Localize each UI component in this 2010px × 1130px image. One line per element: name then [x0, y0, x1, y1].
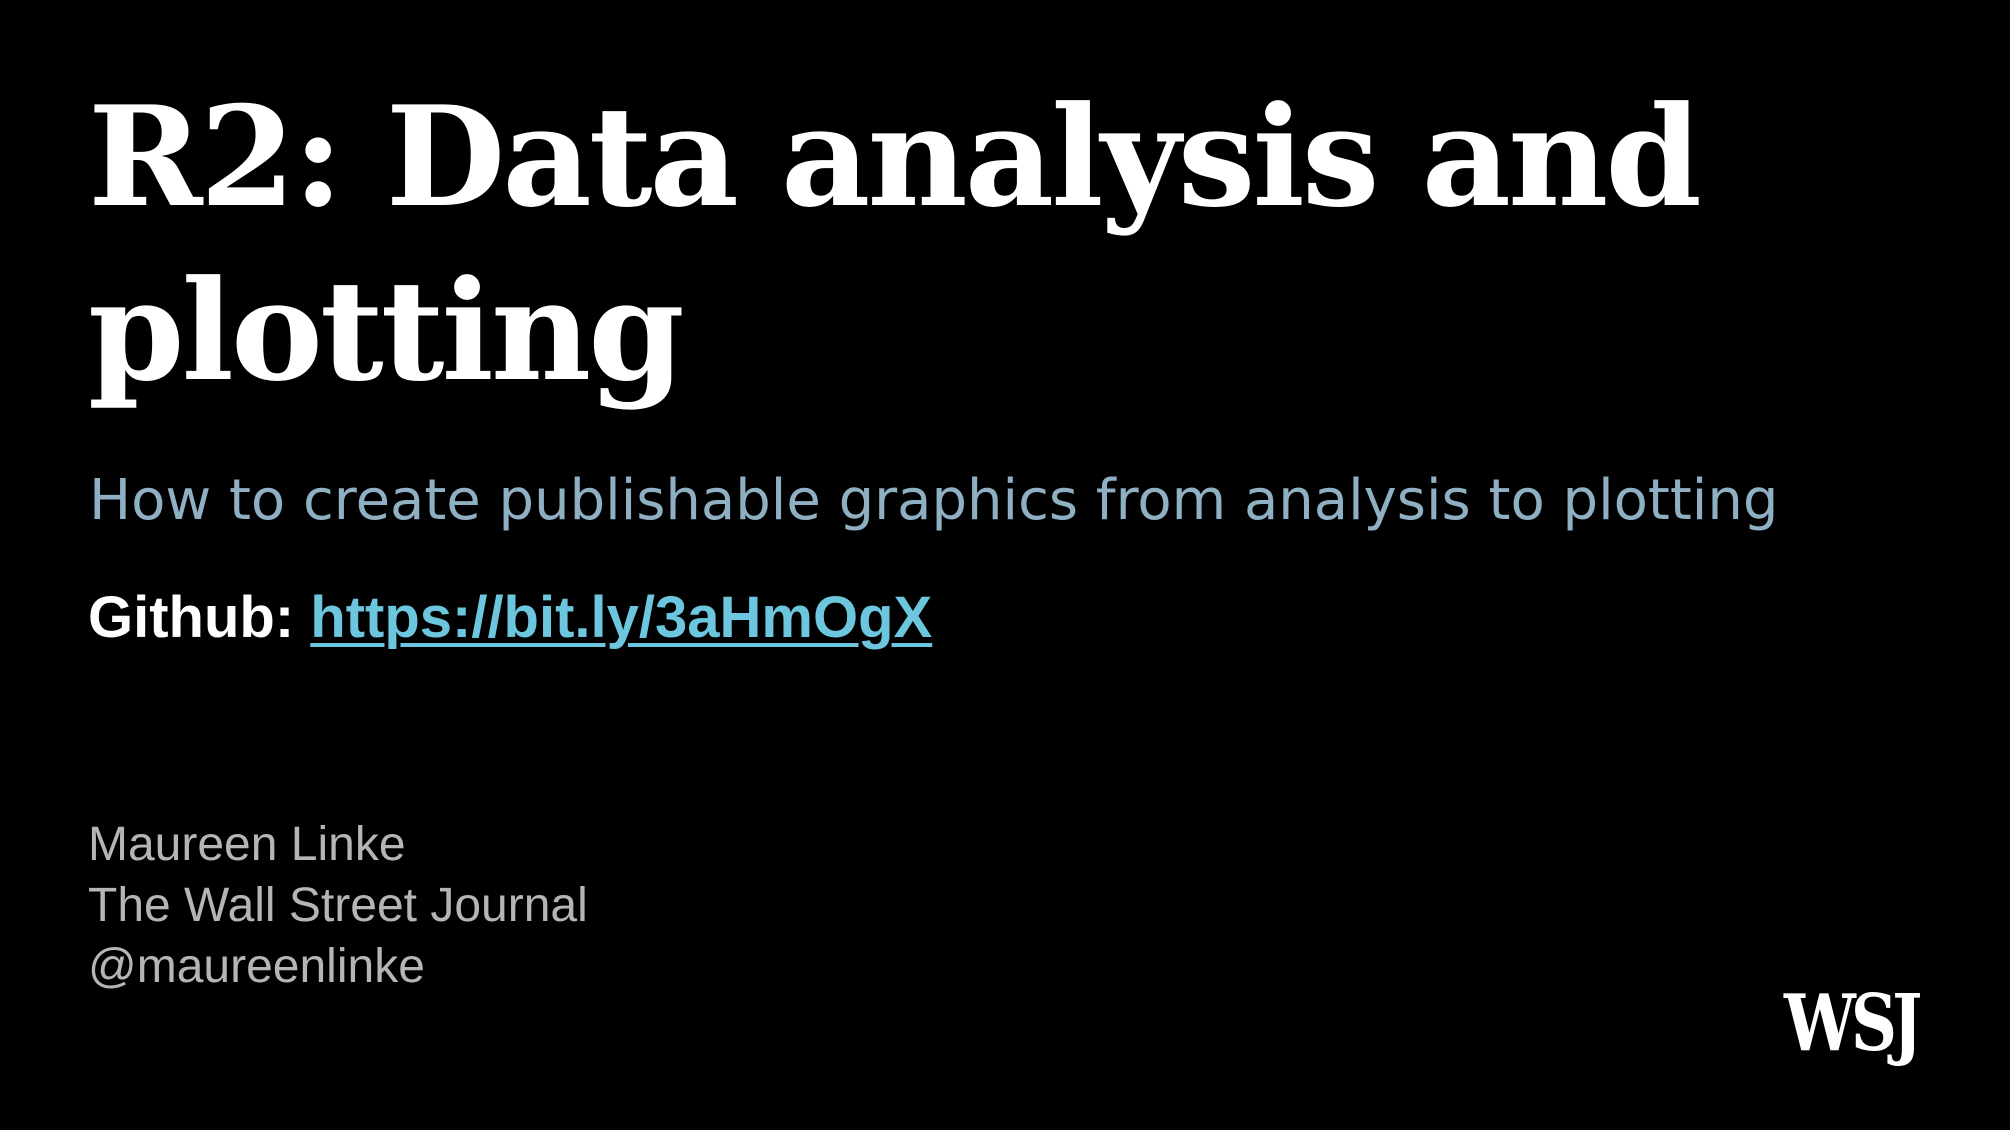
slide-title: R2: Data analysis and plotting [88, 75, 1702, 412]
wsj-logo: WSJ [1784, 978, 1922, 1069]
github-link[interactable]: https://bit.ly/3aHmOgX [310, 585, 933, 650]
github-line: Github: https://bit.ly/3aHmOgX [88, 582, 932, 654]
author-handle: @maureenlinke [88, 940, 425, 993]
author-block: Maureen Linke The Wall Street Journal @m… [88, 814, 588, 997]
author-name: Maureen Linke [88, 818, 406, 871]
slide-subtitle: How to create publishable graphics from … [89, 468, 1779, 533]
github-label: Github: [88, 585, 311, 650]
author-organization: The Wall Street Journal [88, 879, 588, 932]
